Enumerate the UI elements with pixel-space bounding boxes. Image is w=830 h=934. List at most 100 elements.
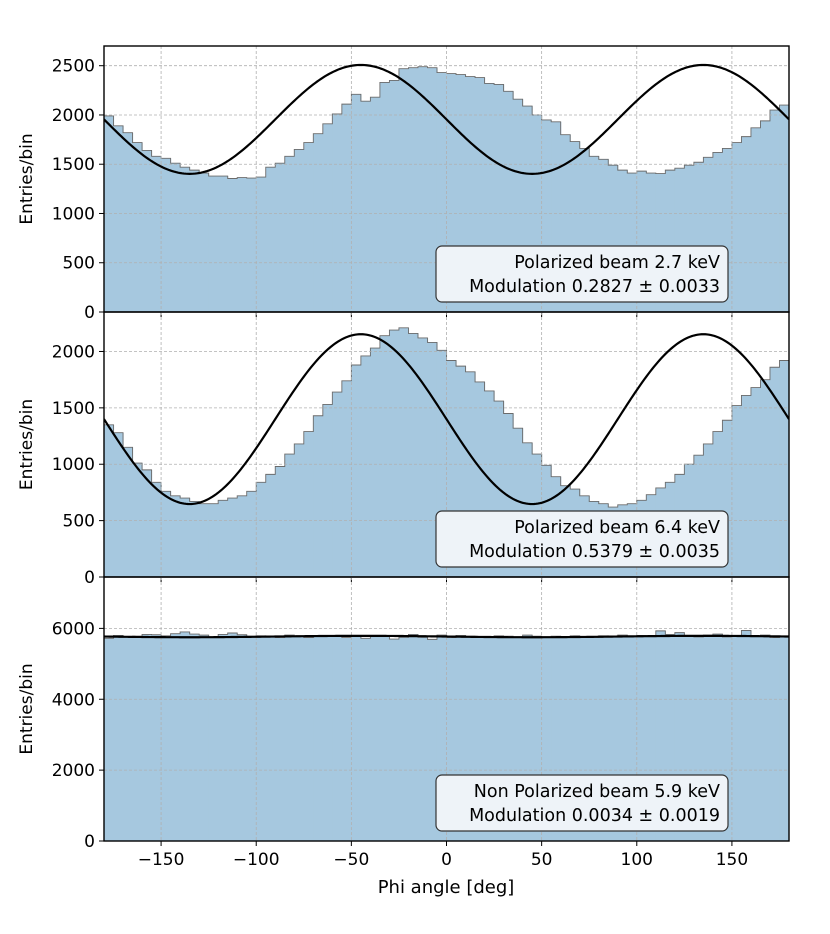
histogram-bin [161,158,172,312]
histogram-bin [294,149,305,312]
histogram-bin [104,115,115,312]
y-axis: 0 500 1000 1500 2000 2500 [52,57,733,323]
histogram-bin [170,163,181,312]
histogram-bin [180,167,191,312]
histogram-bin [104,424,115,577]
histogram-bin [313,133,324,312]
histogram-bin [360,638,371,841]
histogram-bin [351,94,362,312]
histogram-bin [779,636,789,841]
histogram-bin [655,173,666,312]
annotation-line-2: Modulation 0.2827 ± 0.0033 [469,277,720,297]
histogram-bin [161,635,172,841]
histogram-bin [769,110,781,312]
histogram-bin [579,636,590,841]
histogram-bin [674,168,685,312]
histogram-bin [189,170,200,312]
histogram-bin [579,148,590,312]
histogram-bin [513,636,524,841]
histogram-bin [332,635,343,841]
histogram-bin [484,390,495,577]
histogram-bin [408,333,419,577]
histogram-bin [199,635,210,841]
histogram-bin [284,635,295,841]
histogram-bin [799,95,809,312]
histogram-bin [142,150,153,312]
histogram-bin [475,637,486,841]
histogram-bin [799,342,809,577]
histogram-bin [475,381,486,577]
histogram-bin [636,171,647,312]
y-axis-label: Entries/bin [17,399,37,490]
histogram-bin [284,156,295,312]
histogram-bin [799,633,809,841]
histogram-bin [789,351,799,577]
histogram-bin [389,639,400,841]
histogram-bin [151,156,162,312]
histogram-bin [636,635,647,841]
histogram-bin [227,178,238,312]
histogram-bin [294,636,305,841]
histogram-bin [275,163,286,312]
histogram-bin [313,635,324,841]
histogram-bin [284,454,295,577]
annotation-line-2: Modulation 0.5379 ± 0.0035 [469,542,720,562]
histogram-bin [465,636,476,841]
panels: 0 500 1000 1500 2000 2500 Entries/bin Polarized… [17,45,828,852]
histogram-bin [189,634,200,841]
y-tick-label: 0 [84,568,95,588]
x-axis: −150 −100 −50 0 50 100 150 [138,850,748,870]
histogram-bin [446,360,457,577]
histogram-bin [408,634,419,841]
histogram-bin [265,167,276,312]
histogram-bin [760,635,771,841]
histogram-bin [750,127,762,312]
x-tick-label: −150 [138,850,185,870]
histogram-bin [456,635,467,841]
histogram-bin [808,632,818,841]
histogram-bin [246,636,257,841]
histogram-bin [294,443,305,577]
y-tick-label: 2000 [52,106,95,126]
histogram-bin [513,428,524,577]
histogram-bin [818,330,828,577]
histogram-bin [417,637,429,841]
histogram-bin [227,632,238,841]
histogram-bin [199,503,210,577]
histogram-bin [503,91,514,312]
histogram-bin [427,639,438,841]
histogram-bin [180,498,191,577]
histogram-bin [617,170,628,312]
x-tick-label: −50 [333,850,369,870]
histogram-bin [123,447,134,577]
y-tick-label: 500 [63,254,95,274]
fit-curve [104,333,789,506]
histogram-bin [627,173,638,312]
y-tick-label: 0 [84,832,95,852]
histogram-bin [303,637,314,841]
histogram-bin [151,634,162,841]
histogram-bin [446,73,457,312]
histogram-bin [104,638,115,841]
x-tick-label: 100 [621,850,653,870]
histogram-bin [722,420,733,577]
histogram-bin [446,637,457,841]
annotation-box [435,245,729,303]
histogram-bin [722,148,733,312]
y-axis: 0 2000 4000 6000 [52,619,733,852]
histogram-bin [256,482,267,577]
histogram-bin [417,66,429,312]
histogram-bin [218,500,229,577]
histogram-bin [769,367,781,577]
histogram-bin [674,632,685,841]
histogram-bin [246,178,257,312]
histogram-bin [246,491,257,577]
histogram-bin [484,83,495,312]
histogram-bin [132,142,143,312]
histogram-bin [436,635,448,841]
histogram-bin [275,466,286,577]
histogram-bin [560,134,571,312]
annotation-line-1: Non Polarized beam 5.9 keV [474,782,720,802]
histogram-bin [741,630,752,841]
